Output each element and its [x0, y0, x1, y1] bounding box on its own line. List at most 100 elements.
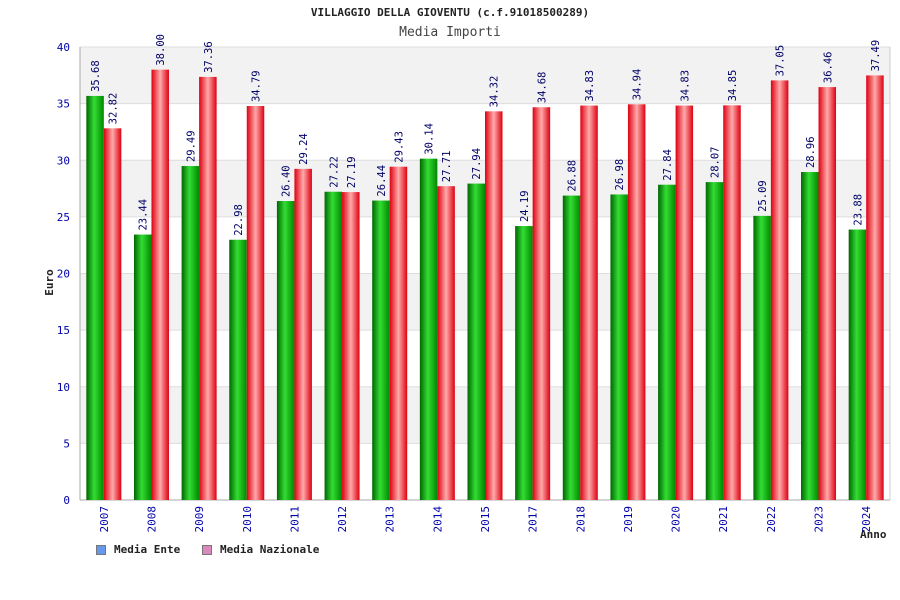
x-tick-label: 2011 — [288, 506, 301, 533]
bar-value-label: 22.98 — [233, 204, 245, 236]
bar-value-label: 36.46 — [822, 51, 834, 83]
bar-value-label: 29.24 — [298, 133, 310, 165]
bar-media-ente — [229, 239, 247, 500]
y-tick-label: 20 — [57, 268, 70, 281]
bar-value-label: 38.00 — [155, 34, 167, 66]
x-tick-label: 2021 — [717, 506, 730, 533]
bar-value-label: 29.49 — [185, 130, 197, 162]
x-tick-label: 2007 — [98, 506, 111, 533]
bar-media-ente — [181, 166, 200, 500]
x-tick-label: 2010 — [241, 506, 254, 533]
bar-value-label: 28.96 — [805, 136, 817, 168]
legend-swatch-nazionale — [202, 544, 212, 555]
y-tick-label: 15 — [57, 324, 70, 337]
bar-value-label: 26.44 — [376, 165, 388, 197]
bar-value-label: 23.44 — [138, 199, 150, 231]
x-tick-label: 2020 — [670, 506, 683, 533]
chart-subtitle: Media Importi — [399, 25, 501, 40]
bar-media-nazionale — [723, 105, 741, 500]
bar-value-label: 27.84 — [662, 149, 674, 181]
bar-media-nazionale — [437, 186, 455, 500]
bar-media-nazionale — [103, 128, 122, 500]
x-tick-label: 2022 — [765, 506, 778, 533]
bar-value-label: 26.98 — [614, 159, 626, 191]
bar-value-label: 34.32 — [489, 76, 501, 108]
y-tick-label: 0 — [63, 494, 70, 507]
bar-value-label: 27.22 — [328, 156, 340, 188]
bar-value-label: 34.83 — [679, 70, 691, 102]
bar-value-label: 25.09 — [757, 180, 769, 212]
bar-media-ente — [753, 215, 771, 500]
y-tick-label: 10 — [57, 381, 70, 394]
bar-value-label: 26.40 — [281, 165, 293, 197]
bar-media-ente — [658, 184, 676, 500]
x-tick-label: 2017 — [527, 506, 540, 533]
bar-value-label: 34.79 — [251, 70, 263, 102]
bar-value-label: 27.94 — [471, 148, 483, 180]
legend-item-media-nazionale: Media Nazionale — [202, 543, 319, 556]
legend-label-ente: Media Ente — [114, 543, 181, 556]
bar-value-label: 34.94 — [632, 69, 644, 101]
y-tick-label: 25 — [57, 211, 70, 224]
x-tick-label: 2009 — [193, 506, 206, 533]
legend-item-media-ente: Media Ente — [96, 543, 180, 556]
y-tick-label: 40 — [57, 41, 70, 54]
bar-value-label: 24.19 — [519, 190, 531, 222]
bar-media-nazionale — [342, 192, 360, 501]
bar-value-label: 34.83 — [584, 70, 596, 102]
bar-media-ente — [276, 201, 295, 500]
bar-media-ente — [515, 226, 533, 500]
bar-value-label: 27.71 — [441, 151, 453, 183]
bar-value-label: 30.14 — [424, 123, 436, 155]
bar-media-nazionale — [294, 168, 312, 500]
bar-media-ente — [562, 195, 581, 501]
bar-value-label: 27.19 — [346, 156, 358, 188]
bar-value-label: 37.49 — [870, 40, 882, 72]
bar-value-label: 28.07 — [709, 146, 721, 178]
x-tick-label: 2023 — [813, 506, 826, 533]
bar-media-nazionale — [532, 107, 551, 501]
y-tick-label: 30 — [57, 154, 70, 167]
bar-media-ente — [324, 191, 343, 500]
x-tick-label: 2015 — [479, 506, 492, 533]
bar-value-label: 29.43 — [393, 131, 405, 163]
bar-media-ente — [86, 95, 104, 500]
bar-media-ente — [610, 194, 628, 500]
x-tick-label: 2012 — [336, 506, 349, 533]
bar-media-ente — [848, 229, 867, 500]
bar-media-nazionale — [627, 104, 646, 500]
bar-media-nazionale — [770, 80, 789, 500]
x-axis-label: Anno — [860, 528, 887, 541]
x-tick-label: 2013 — [384, 506, 397, 533]
bar-media-nazionale — [818, 87, 837, 500]
bar-media-nazionale — [246, 106, 265, 501]
bar-value-label: 37.36 — [203, 41, 215, 73]
bar-media-nazionale — [866, 75, 884, 500]
legend-label-nazionale: Media Nazionale — [220, 543, 320, 556]
bar-media-nazionale — [675, 105, 694, 501]
bar-value-label: 34.68 — [536, 72, 548, 104]
y-tick-label: 35 — [57, 98, 70, 111]
y-tick-label: 5 — [63, 437, 70, 450]
x-tick-label: 2008 — [145, 506, 158, 533]
bar-media-ente — [801, 172, 819, 500]
bar-media-ente — [705, 182, 724, 501]
bar-media-nazionale — [151, 69, 169, 501]
bar-value-label: 23.88 — [852, 194, 864, 226]
bar-value-label: 37.05 — [775, 45, 787, 77]
bar-media-nazionale — [580, 105, 598, 501]
bar-value-label: 32.82 — [108, 93, 120, 125]
legend-swatch-ente — [96, 544, 106, 555]
bar-media-nazionale — [389, 166, 408, 500]
x-tick-label: 2024 — [860, 506, 873, 533]
chart-title: VILLAGGIO DELLA GIOVENTU (c.f.9101850028… — [310, 6, 590, 19]
bar-media-nazionale — [199, 76, 217, 500]
x-tick-label: 2014 — [431, 506, 444, 533]
bar-media-ente — [419, 158, 438, 501]
bar-value-label: 34.85 — [727, 70, 739, 102]
bar-value-label: 35.68 — [90, 60, 102, 92]
x-tick-label: 2019 — [622, 506, 635, 533]
bar-media-nazionale — [485, 111, 503, 501]
x-tick-label: 2018 — [574, 506, 587, 533]
